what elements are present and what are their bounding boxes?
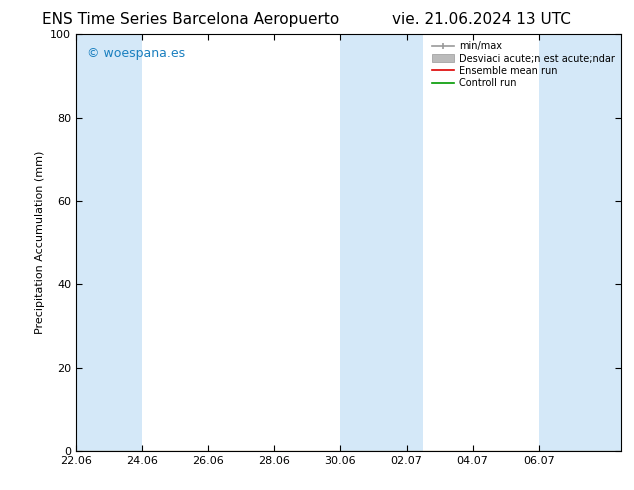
Bar [76, 34, 142, 451]
Y-axis label: Precipitation Accumulation (mm): Precipitation Accumulation (mm) [35, 151, 44, 334]
Text: © woespana.es: © woespana.es [87, 47, 185, 60]
Bar [539, 34, 621, 451]
Text: vie. 21.06.2024 13 UTC: vie. 21.06.2024 13 UTC [392, 12, 571, 27]
Bar [340, 34, 423, 451]
Legend: min/max, Desviaci acute;n est acute;ndar, Ensemble mean run, Controll run: min/max, Desviaci acute;n est acute;ndar… [430, 39, 616, 90]
Text: ENS Time Series Barcelona Aeropuerto: ENS Time Series Barcelona Aeropuerto [42, 12, 339, 27]
